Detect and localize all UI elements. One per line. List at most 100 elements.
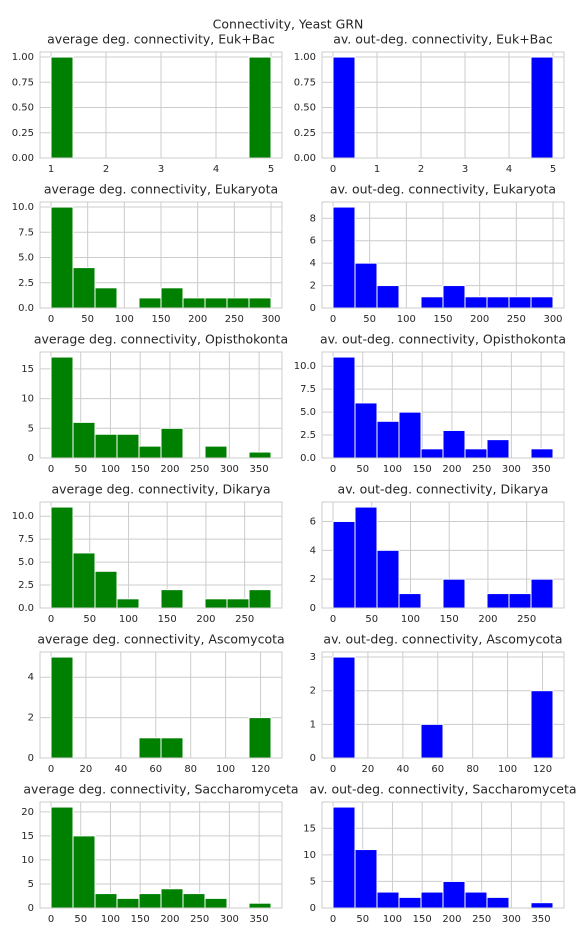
y-tick-label: 7.5 bbox=[18, 227, 34, 238]
bar bbox=[332, 806, 356, 909]
x-tick-label: 50 bbox=[365, 614, 378, 625]
x-tick-label: 5 bbox=[268, 164, 274, 175]
x-tick-label: 20 bbox=[80, 764, 93, 775]
subplot-title: av. out-deg. connectivity, Saccharomycet… bbox=[309, 782, 576, 797]
y-tick-label: 2.5 bbox=[18, 580, 34, 591]
x-tick-label: 150 bbox=[413, 464, 432, 475]
x-tick-label: 200 bbox=[442, 464, 461, 475]
y-tick-label: 0.75 bbox=[294, 77, 316, 88]
bar bbox=[50, 206, 74, 309]
x-tick-label: 350 bbox=[250, 914, 269, 925]
x-tick-label: 80 bbox=[466, 764, 479, 775]
bar bbox=[50, 656, 74, 759]
bar bbox=[160, 287, 184, 309]
x-tick-label: 60 bbox=[149, 764, 162, 775]
x-tick-label: 3 bbox=[158, 164, 164, 175]
bar bbox=[138, 893, 162, 909]
y-tick-label: 15 bbox=[303, 823, 316, 834]
x-tick-label: 100 bbox=[383, 914, 402, 925]
x-tick-label: 250 bbox=[472, 464, 491, 475]
x-tick-label: 300 bbox=[502, 464, 521, 475]
y-tick-label: 10 bbox=[21, 855, 34, 866]
x-tick-label: 100 bbox=[216, 764, 235, 775]
axes-frame bbox=[321, 501, 565, 609]
x-tick-label: 20 bbox=[362, 764, 375, 775]
x-tick-label: 0 bbox=[330, 614, 336, 625]
bar bbox=[204, 297, 228, 309]
bar bbox=[50, 356, 74, 459]
axes-frame bbox=[321, 801, 565, 909]
x-tick-label: 5 bbox=[550, 164, 556, 175]
bar bbox=[248, 717, 272, 759]
x-tick-label: 100 bbox=[401, 614, 420, 625]
bar bbox=[50, 506, 74, 609]
bar bbox=[464, 296, 488, 309]
x-tick-label: 150 bbox=[131, 914, 150, 925]
axes-frame bbox=[39, 51, 283, 159]
x-tick-label: 2 bbox=[103, 164, 109, 175]
bar bbox=[160, 427, 184, 459]
axes-frame bbox=[321, 651, 565, 759]
x-tick-label: 300 bbox=[220, 914, 239, 925]
x-tick-label: 100 bbox=[397, 314, 416, 325]
bar bbox=[116, 433, 140, 459]
bar bbox=[420, 723, 444, 759]
y-tick-label: 5 bbox=[28, 879, 34, 890]
y-tick-label: 5 bbox=[310, 876, 316, 887]
x-tick-label: 250 bbox=[517, 614, 536, 625]
x-tick-label: 150 bbox=[413, 914, 432, 925]
y-tick-label: 0 bbox=[310, 903, 316, 914]
bar bbox=[376, 420, 400, 459]
subplot-title: av. out-deg. connectivity, Eukaryota bbox=[330, 182, 556, 197]
y-tick-label: 5.0 bbox=[300, 407, 316, 418]
x-tick-label: 3 bbox=[462, 164, 468, 175]
x-tick-label: 50 bbox=[356, 914, 369, 925]
bar bbox=[354, 849, 378, 909]
bar bbox=[486, 296, 510, 309]
bar bbox=[398, 411, 422, 459]
x-tick-label: 120 bbox=[251, 764, 270, 775]
x-tick-label: 0 bbox=[48, 464, 54, 475]
bar bbox=[376, 891, 400, 909]
x-tick-label: 250 bbox=[225, 314, 244, 325]
subplot-title: av. out-deg. connectivity, Ascomycota bbox=[323, 632, 562, 647]
y-tick-label: 0.75 bbox=[12, 77, 34, 88]
y-tick-label: 10.0 bbox=[294, 361, 316, 372]
bar bbox=[354, 506, 378, 609]
bar bbox=[398, 593, 422, 609]
x-tick-label: 150 bbox=[151, 314, 170, 325]
bar bbox=[72, 267, 96, 309]
bar bbox=[376, 285, 400, 309]
x-tick-label: 350 bbox=[532, 464, 551, 475]
x-tick-label: 200 bbox=[160, 914, 179, 925]
bar bbox=[464, 891, 488, 909]
x-tick-label: 40 bbox=[396, 764, 409, 775]
x-tick-label: 100 bbox=[101, 464, 120, 475]
x-tick-label: 80 bbox=[184, 764, 197, 775]
y-tick-label: 6 bbox=[310, 236, 316, 247]
subplot-title: average deg. connectivity, Saccharomycet… bbox=[23, 782, 298, 797]
bar bbox=[486, 593, 510, 609]
y-tick-label: 15 bbox=[21, 364, 34, 375]
y-tick-label: 1.00 bbox=[294, 52, 316, 63]
bar bbox=[138, 297, 162, 309]
y-tick-label: 0 bbox=[28, 753, 34, 764]
bar bbox=[354, 262, 378, 309]
y-tick-label: 2.5 bbox=[18, 278, 34, 289]
x-tick-label: 300 bbox=[543, 314, 562, 325]
y-tick-label: 2.5 bbox=[300, 430, 316, 441]
bar bbox=[50, 806, 74, 909]
bar bbox=[530, 690, 554, 759]
y-tick-label: 0.25 bbox=[294, 128, 316, 139]
x-tick-label: 1 bbox=[48, 164, 54, 175]
y-tick-label: 0.0 bbox=[18, 303, 34, 314]
x-tick-label: 100 bbox=[383, 464, 402, 475]
y-tick-label: 0.50 bbox=[294, 103, 316, 114]
bar bbox=[442, 429, 466, 459]
bar bbox=[226, 598, 250, 609]
bar bbox=[508, 296, 532, 309]
bar bbox=[248, 297, 272, 309]
axes-frame bbox=[39, 801, 283, 909]
y-tick-label: 10.0 bbox=[12, 202, 34, 213]
bar bbox=[420, 891, 444, 909]
